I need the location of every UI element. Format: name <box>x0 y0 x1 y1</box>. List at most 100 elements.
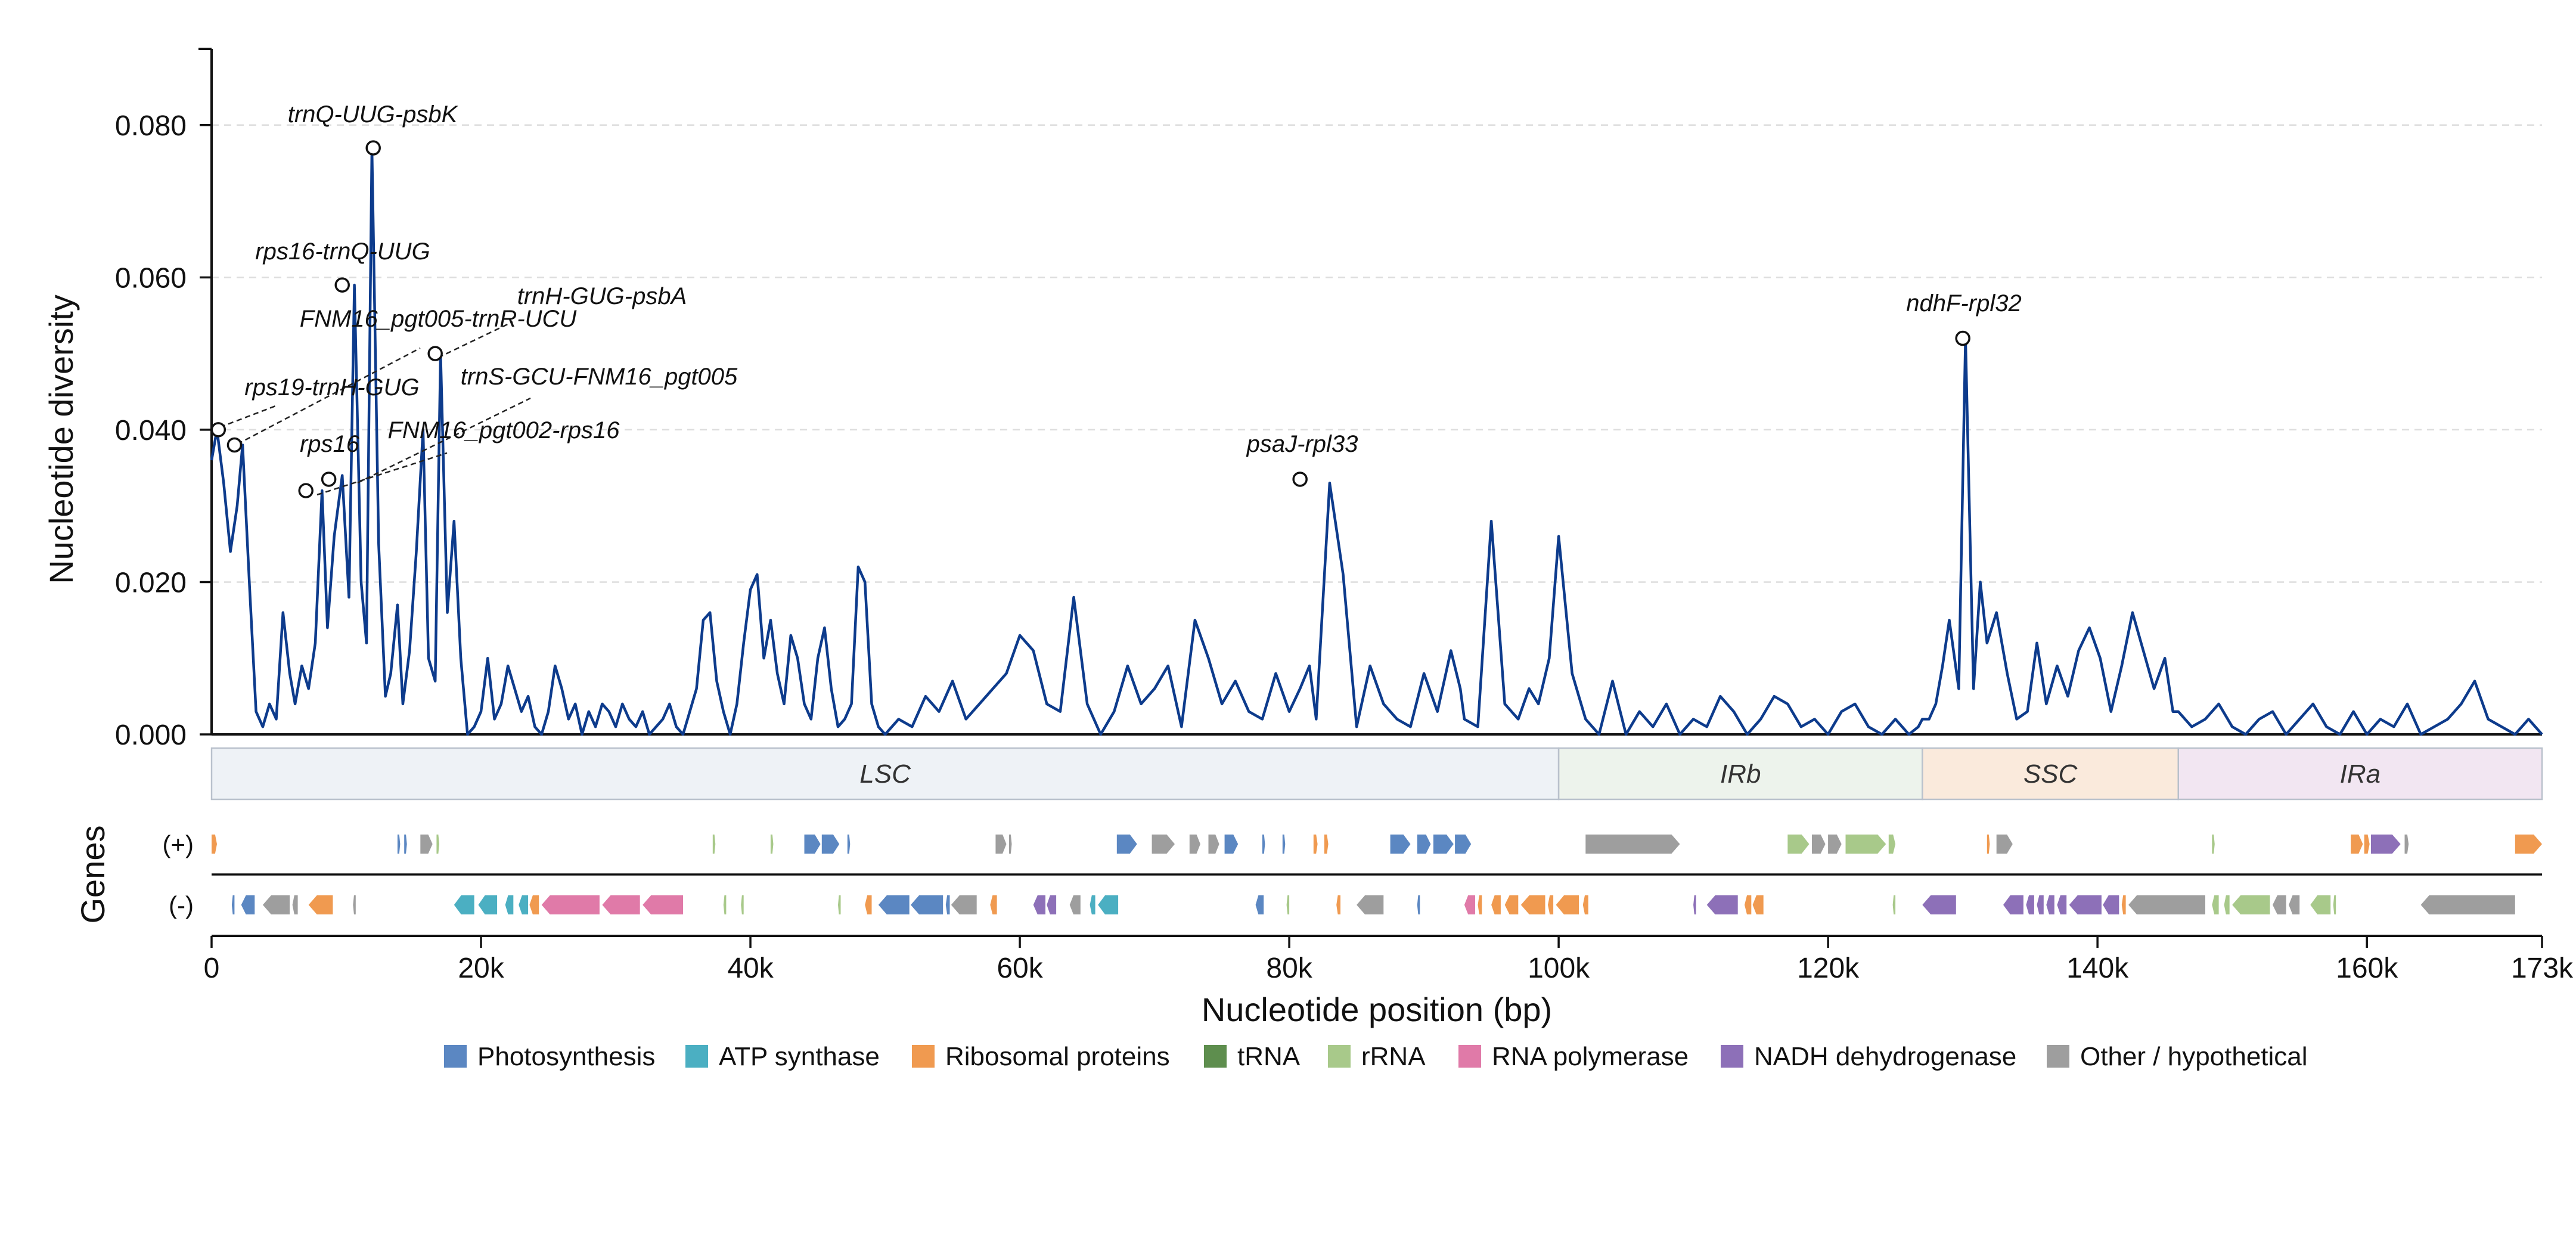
gene-feature <box>2003 895 2023 914</box>
gene-feature <box>602 895 640 914</box>
region-label: IRb <box>1720 759 1761 789</box>
gene-track: (+) (-) <box>163 830 2542 919</box>
peak-marker <box>321 472 337 487</box>
gene-feature <box>1706 895 1738 914</box>
grid-lines <box>212 124 2542 583</box>
peak-marker <box>1292 472 1308 487</box>
gene-feature <box>1255 895 1264 914</box>
legend-swatch <box>1458 1045 1481 1068</box>
x-axis: 0 20k 40k 60k 80k 100k 120k 140k 160k 173k <box>204 935 2574 984</box>
gene-feature <box>2420 895 2515 914</box>
gene-feature <box>404 835 407 854</box>
gene-feature <box>990 895 997 914</box>
peak-leader-line <box>437 321 513 359</box>
gene-feature <box>1556 895 1579 914</box>
strand-label: (+) <box>163 830 194 858</box>
gene-feature <box>1417 835 1431 854</box>
y-tick-label: 0.020 <box>115 567 187 598</box>
legend-swatch <box>912 1045 935 1068</box>
gene-feature <box>1047 895 1057 914</box>
gene-feature <box>847 835 851 854</box>
gene-feature <box>1520 895 1545 914</box>
gene-feature <box>712 835 716 854</box>
legend-label: NADH dehydrogenase <box>1754 1042 2016 1071</box>
peak-label: ndhF-rpl32 <box>1906 290 2021 317</box>
gene-feature <box>865 895 872 914</box>
gene-feature <box>1009 835 1012 854</box>
peak-marker <box>427 346 443 361</box>
gene-feature <box>420 835 433 854</box>
y-tick-label: 0.060 <box>115 262 187 294</box>
gene-feature <box>1828 835 1842 854</box>
gene-feature <box>2404 835 2409 854</box>
peak-marker <box>226 437 243 453</box>
gene-feature <box>1752 895 1764 914</box>
gene-feature <box>911 895 944 914</box>
peak-leader-line <box>357 397 531 484</box>
gene-feature <box>1548 895 1554 914</box>
region-label: IRa <box>2340 759 2381 789</box>
gene-feature <box>2273 895 2286 914</box>
gene-feature <box>995 835 1007 854</box>
gene-feature <box>1455 835 1472 854</box>
gene-feature <box>723 895 727 914</box>
gene-feature <box>1478 895 1482 914</box>
gene-feature <box>436 835 439 854</box>
gene-feature <box>2037 895 2044 914</box>
y-tick-label: 0.000 <box>115 719 187 751</box>
gene-feature <box>2351 835 2363 854</box>
gene-feature <box>241 895 255 914</box>
gene-feature <box>951 895 977 914</box>
gene-feature <box>1582 895 1588 914</box>
gene-feature <box>1152 835 1175 854</box>
gene-feature <box>2121 895 2126 914</box>
gene-feature <box>454 895 474 914</box>
gene-feature <box>262 895 290 914</box>
region-irb <box>1557 747 1923 801</box>
gene-feature <box>1286 895 1290 914</box>
gene-feature <box>2515 835 2542 854</box>
gene-feature <box>1357 895 1384 914</box>
gene-feature <box>821 835 840 854</box>
gene-feature <box>770 835 774 854</box>
gene-feature <box>1262 835 1265 854</box>
gene-feature <box>2232 895 2270 914</box>
gene-feature <box>1069 895 1081 914</box>
gene-feature <box>1812 835 1826 854</box>
gene-feature <box>1693 895 1696 914</box>
legend-swatch <box>1204 1045 1227 1068</box>
x-tick-label: 60k <box>997 953 1043 984</box>
gene-feature <box>2364 835 2370 854</box>
peak-label: trnQ-UUG-psbK <box>288 101 459 128</box>
y-tick-label: 0.080 <box>115 110 187 142</box>
x-tick-label: 140k <box>2066 953 2129 984</box>
x-tick-label: 0 <box>204 953 220 984</box>
legend-swatch <box>1721 1045 1743 1068</box>
gene-feature <box>1189 835 1200 854</box>
gene-feature <box>2057 895 2067 914</box>
gene-feature <box>478 895 498 914</box>
legend-label: Photosynthesis <box>477 1042 655 1071</box>
peak-label: rps19-trnH-GUG <box>244 374 419 401</box>
gene-feature <box>541 895 600 914</box>
y-tick-label: 0.040 <box>115 415 187 446</box>
gene-feature <box>519 895 529 914</box>
gene-feature <box>2128 895 2205 914</box>
gene-feature <box>1585 835 1680 854</box>
gene-feature <box>1787 835 1810 854</box>
legend-label: ATP synthase <box>719 1042 880 1071</box>
gene-feature <box>1417 895 1420 914</box>
strand-label: (-) <box>169 891 194 919</box>
gene-feature <box>1033 895 1045 914</box>
diversity-series-line <box>210 146 2543 736</box>
x-tick-label: 80k <box>1266 953 1312 984</box>
gene-feature <box>2069 895 2102 914</box>
legend-swatch <box>2047 1045 2069 1068</box>
gene-feature <box>945 895 950 914</box>
legend: Photosynthesis ATP synthase Ribosomal prot… <box>444 1042 2308 1071</box>
x-tick-label: 40k <box>727 953 774 984</box>
gene-feature <box>1464 895 1475 914</box>
region-label: SSC <box>2023 759 2078 789</box>
legend-label: RNA polymerase <box>1492 1042 1689 1071</box>
peak-label: rps16-trnQ-UUG <box>255 238 430 265</box>
